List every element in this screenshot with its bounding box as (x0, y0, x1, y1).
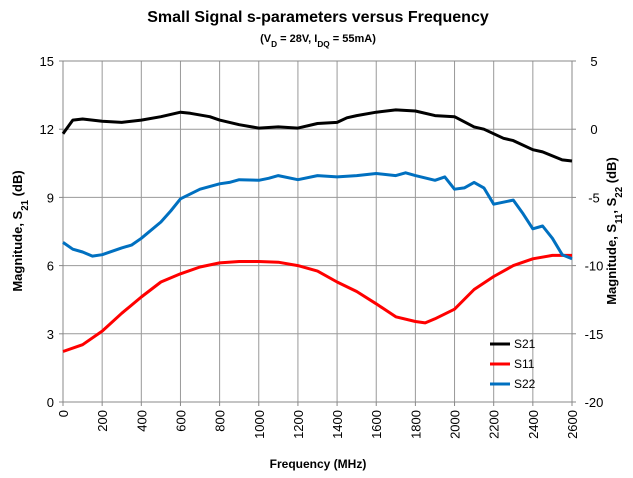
x-tick-label: 1400 (330, 410, 345, 439)
y-tick-label: 12 (40, 122, 54, 137)
y2-tick-label: -5 (588, 190, 600, 205)
y-tick-label: 3 (47, 327, 54, 342)
legend-label: S22 (514, 377, 536, 391)
text-part: Magnitude, S (604, 224, 619, 305)
x-tick-label: 1200 (291, 410, 306, 439)
legend-label: S21 (514, 337, 536, 351)
series-line (61, 108, 573, 163)
y-tick-label: 0 (47, 395, 54, 410)
y2-tick-label: -15 (585, 327, 604, 342)
subscript: 11 (614, 213, 625, 224)
series-line (62, 253, 572, 353)
x-tick-label: 2400 (526, 410, 541, 439)
x-tick-label: 2000 (448, 410, 463, 439)
chart-title: Small Signal s-parameters versus Frequen… (147, 9, 489, 26)
text-part: , S (604, 197, 619, 213)
y2-tick-label: -20 (585, 395, 604, 410)
x-tick-label: 600 (173, 410, 188, 432)
x-tick-label: 0 (56, 410, 71, 417)
text-part: = 28V, I (277, 33, 317, 45)
x-tick-label: 1800 (408, 410, 423, 439)
x-tick-label: 2200 (487, 410, 502, 439)
y2-tick-label: 5 (590, 54, 597, 69)
x-tick-label: 800 (213, 410, 228, 432)
y2-tick-label: 0 (590, 122, 597, 137)
x-tick-label: 400 (134, 410, 149, 432)
y2-tick-label: -10 (585, 259, 604, 274)
text-part: = 55mA) (330, 33, 376, 45)
y2-axis-label: Magnitude, S11, S22 (dB) (604, 157, 625, 305)
subscript: DQ (317, 40, 330, 49)
series-line (62, 171, 573, 261)
subscript: 21 (20, 199, 31, 210)
y-axis-label: Magnitude, S21 (dB) (10, 170, 31, 291)
chart-subtitle: (VD = 28V, IDQ = 55mA) (260, 33, 376, 49)
x-tick-label: 1600 (369, 410, 384, 439)
x-axis-label: Frequency (MHz) (270, 457, 367, 471)
subscript: D (271, 40, 277, 49)
text-part: (dB) (604, 157, 619, 187)
x-tick-label: 200 (95, 410, 110, 432)
plot-frame (62, 60, 573, 403)
y-tick-label: 15 (40, 54, 54, 69)
y-tick-label: 9 (47, 190, 54, 205)
x-tick-label: 1000 (252, 410, 267, 439)
subscript: 22 (614, 186, 625, 197)
x-tick-label: 2600 (565, 410, 580, 439)
text-part: Magnitude, S (10, 210, 25, 291)
legend-label: S11 (514, 357, 535, 371)
text-part: (V (260, 33, 272, 45)
y-tick-label: 6 (47, 259, 54, 274)
text-part: (dB) (10, 170, 25, 200)
